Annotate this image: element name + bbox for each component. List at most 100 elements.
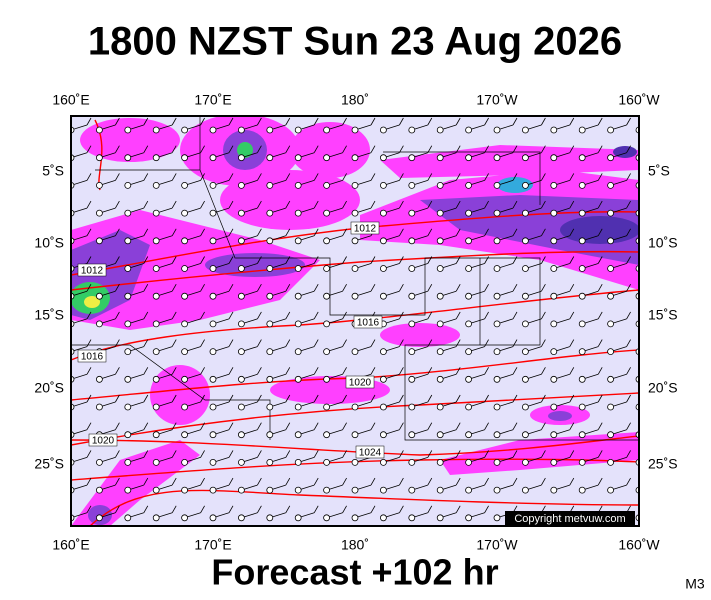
barb-flag [285,311,291,320]
barb-flag [512,256,518,264]
barb-station [152,403,160,411]
barb-station [607,458,614,466]
barb-flag [569,200,575,209]
barb-flag [115,422,120,430]
isobar-label: 1020 [349,378,372,389]
barb-flag [313,477,319,486]
barb-station [351,237,359,245]
barb-flag [143,117,149,126]
barb-station [294,237,302,245]
barb-station [522,154,529,162]
barb-flag [115,200,120,209]
barb-station [550,431,558,439]
barb-station [493,237,501,245]
barb-station [493,431,501,439]
barb-flag [655,395,659,402]
barb-station [379,126,387,134]
barb-flag [285,394,291,403]
barb-flag [342,284,347,292]
barb-station [578,237,586,245]
barb-flag [597,256,603,264]
barb-flag [143,145,149,153]
barb-staff [638,517,639,518]
barb-flag [342,173,347,181]
barb-station [522,348,529,356]
barb-station [379,209,387,217]
barb-flag [626,145,631,153]
barb-station [266,348,274,356]
barb-flag [569,394,575,403]
barb-station [294,126,302,134]
barb-flag [370,145,376,153]
barb-station [323,431,331,439]
barb-flag [200,173,205,181]
barb-station [323,348,331,356]
barb-station [181,320,189,328]
barb-flag [228,394,234,403]
barb-flag [228,117,234,126]
barb-flag [569,228,575,236]
barb-flag [200,477,205,486]
barb-station [209,209,217,217]
barb-flag [228,173,234,181]
barb-station [323,458,331,466]
barb-flag [86,422,92,430]
barb-flag [342,145,347,153]
isobar-label: 1012 [354,224,377,235]
barb-flag [200,311,205,320]
barb-flag [455,200,461,209]
barb-station [436,181,444,189]
lon-label-top: 180˚ [341,92,369,108]
barb-flag [399,505,404,513]
barb-station [522,292,529,300]
barb-station [237,237,245,245]
barb-station [323,181,331,189]
barb-station [209,181,217,189]
barb-flag [569,145,575,153]
barb-flag [541,200,546,209]
barb-flag [569,311,575,320]
barb-staff [638,406,639,407]
barb-flag [626,228,631,236]
barb-station [237,348,245,356]
barb-flag [143,477,149,486]
barb-station [522,320,529,328]
barb-flag [171,284,177,292]
barb-station [209,514,217,522]
barb-station [323,514,331,522]
barb-flag [512,173,518,181]
barb-staff [638,157,639,158]
lat-label-left: 15˚S [34,307,64,323]
barb-flag [484,173,489,181]
barb-station [522,403,529,411]
barb-flag [86,311,92,320]
barb-flag [171,339,177,347]
barb-flag [115,450,120,458]
barb-station [379,403,387,411]
barb-station [578,126,586,134]
barb-station [124,458,132,466]
barb-station [408,237,416,245]
barb-station [550,348,558,356]
barb-station [124,292,132,300]
barb-station [294,154,302,162]
barb-flag [484,450,489,458]
barb-station [124,265,132,272]
barb-station [550,126,558,134]
isobar-label: 1020 [92,436,115,447]
barb-flag [200,256,205,264]
barb-flag [171,228,177,236]
barb-station [96,181,103,189]
barb-station [436,431,444,439]
barb-station [550,237,558,245]
barb-flag [655,478,659,485]
barb-flag [484,256,489,264]
lon-label-bottom: 160˚W [618,537,660,553]
barb-station [323,209,331,217]
barb-flag [399,173,404,181]
barb-flag [427,173,433,181]
barb-station [607,375,614,383]
barb-flag [455,367,461,375]
barb-flag [626,367,631,375]
barb-station [607,403,614,411]
